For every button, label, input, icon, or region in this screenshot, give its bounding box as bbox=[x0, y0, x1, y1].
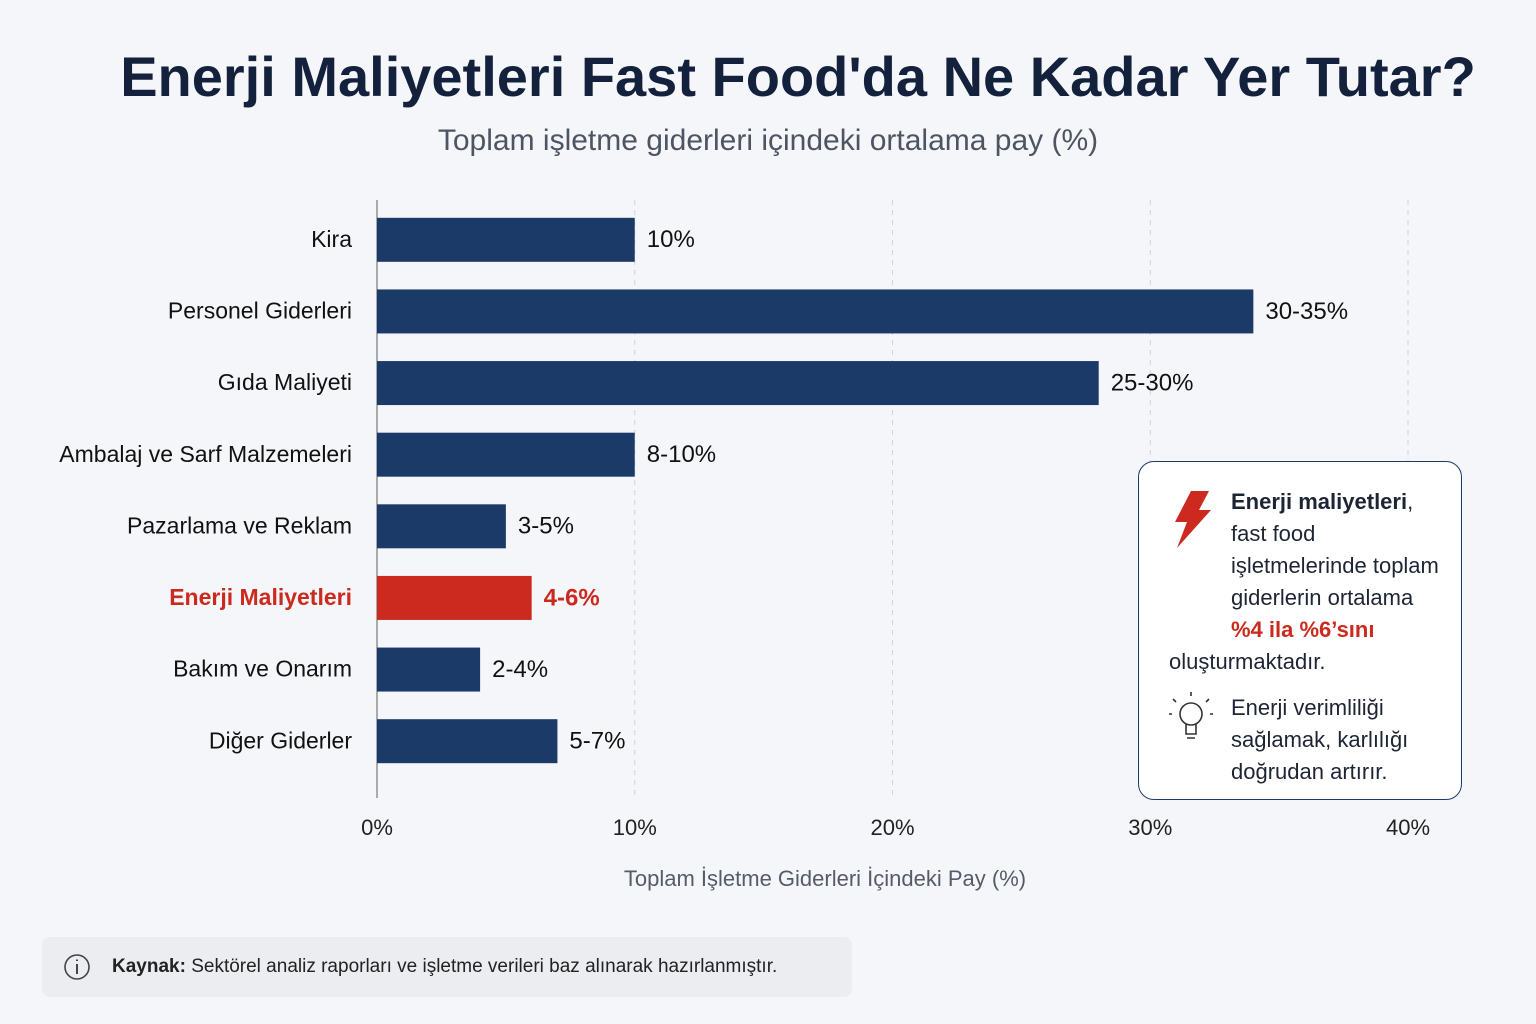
y-tick-label: Gıda Maliyeti bbox=[218, 369, 352, 395]
chart-subtitle: Toplam işletme giderleri içindeki ortala… bbox=[437, 124, 1099, 157]
tip: Enerji verimliliği sağlamak, karlılığı d… bbox=[1169, 692, 1441, 788]
info-icon bbox=[64, 954, 90, 980]
bulb-icon bbox=[1169, 692, 1213, 739]
x-tick-label: 20% bbox=[870, 815, 914, 840]
value-label: 2-4% bbox=[492, 656, 548, 683]
annotation-end: oluşturmaktadır. bbox=[1169, 649, 1326, 674]
bolt-icon bbox=[1175, 491, 1211, 548]
value-label: 30-35% bbox=[1265, 298, 1348, 325]
bar bbox=[377, 217, 635, 262]
y-tick-label: Enerji Maliyetleri bbox=[169, 584, 352, 610]
annotation-text: Enerji maliyetleri, fast food işletmeler… bbox=[1169, 486, 1441, 678]
annotation-highlight: %4 ila %6’sını bbox=[1231, 617, 1375, 642]
x-tick-label: 30% bbox=[1128, 815, 1172, 840]
x-tick-label: 10% bbox=[613, 815, 657, 840]
x-axis-title: Toplam İşletme Giderleri İçindeki Pay (%… bbox=[624, 866, 1026, 891]
y-tick-label: Pazarlama ve Reklam bbox=[127, 512, 352, 538]
annotation-bold: Enerji maliyetleri bbox=[1231, 489, 1408, 514]
bar bbox=[377, 361, 1099, 406]
bar bbox=[377, 504, 506, 549]
bar bbox=[377, 647, 481, 692]
value-label: 5-7% bbox=[569, 728, 625, 755]
y-tick-label: Bakım ve Onarım bbox=[173, 656, 352, 682]
value-label: 25-30% bbox=[1111, 369, 1194, 396]
y-tick-label: Personel Giderleri bbox=[168, 298, 352, 324]
source-label: Kaynak: bbox=[112, 956, 186, 977]
value-label: 3-5% bbox=[518, 513, 574, 540]
value-label: 8-10% bbox=[647, 441, 716, 468]
annotation-body: , fast food işletmelerinde toplam giderl… bbox=[1231, 489, 1439, 610]
bar bbox=[377, 289, 1254, 334]
x-tick-label: 0% bbox=[361, 815, 393, 840]
annotation-box: Enerji maliyetleri, fast food işletmeler… bbox=[1138, 461, 1462, 800]
bar bbox=[377, 575, 532, 620]
y-tick-label: Ambalaj ve Sarf Malzemeleri bbox=[59, 441, 352, 467]
source-note: Kaynak: Sektörel analiz raporları ve işl… bbox=[42, 937, 852, 997]
value-label: 10% bbox=[647, 226, 695, 253]
y-tick-label: Diğer Giderler bbox=[209, 727, 352, 753]
value-label: 4-6% bbox=[544, 584, 600, 611]
tip-text: Enerji verimliliği sağlamak, karlılığı d… bbox=[1231, 695, 1409, 784]
bar bbox=[377, 719, 558, 764]
y-tick-label: Kira bbox=[311, 226, 352, 252]
x-tick-label: 40% bbox=[1386, 815, 1430, 840]
chart-title: Enerji Maliyetleri Fast Food'da Ne Kadar… bbox=[120, 45, 1476, 108]
source-text: Sektörel analiz raporları ve işletme ver… bbox=[185, 956, 778, 977]
bar bbox=[377, 432, 635, 477]
